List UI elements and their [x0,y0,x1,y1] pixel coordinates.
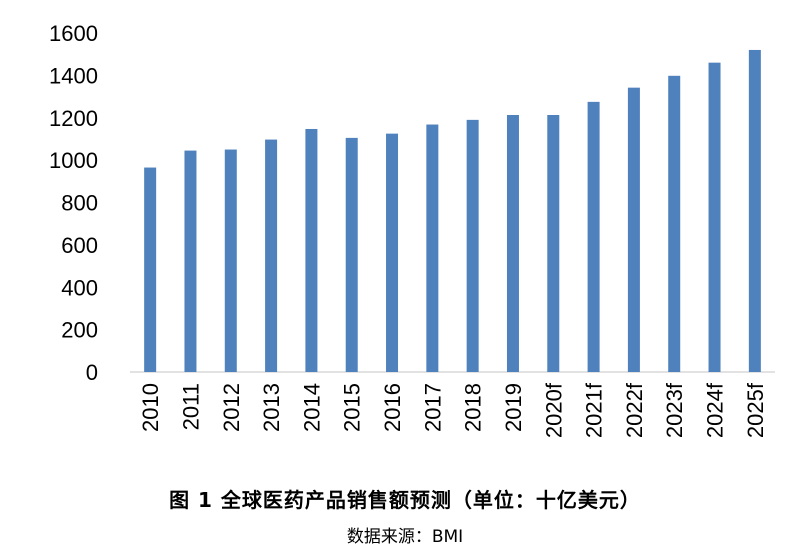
x-tick-label: 2019 [501,383,526,432]
y-tick-label: 600 [61,233,98,258]
bar-2025f [748,49,761,372]
y-tick-label: 800 [61,191,98,216]
bar-2017 [426,124,439,372]
x-tick-label: 2018 [461,383,486,432]
bar-2011 [184,150,197,372]
x-tick-label: 2020f [541,382,566,438]
bar-2024f [708,62,721,372]
source-note: 数据来源：BMI [346,527,464,547]
x-tick-label: 2011 [178,383,203,430]
y-tick-label: 400 [61,275,98,300]
x-tick-label: 2024f [703,382,728,438]
bar-2019 [506,114,519,372]
x-tick-label: 2025f [743,382,768,438]
x-tick-label: 2021f [582,382,607,438]
y-tick-label: 1600 [49,21,98,46]
x-tick-label: 2010 [138,383,163,432]
bar-2015 [345,137,358,372]
bar-2022f [627,87,640,372]
y-tick-label: 0 [86,360,98,385]
x-tick-label: 2023f [662,382,687,438]
y-tick-label: 1200 [49,106,98,131]
x-tick-label: 2014 [299,383,324,432]
y-axis-ticks: 0 200 400 600 800 1000 1200 1400 1600 [49,21,98,385]
bar-2021f [587,101,600,372]
x-tick-label: 2017 [420,383,445,432]
bar-2016 [386,133,399,372]
y-tick-label: 1000 [49,148,98,173]
y-tick-label: 1400 [49,63,98,88]
bars [144,49,761,373]
bar-2013 [265,139,278,372]
bar-2012 [224,149,237,372]
bar-2010 [144,167,157,372]
y-tick-label: 200 [61,318,98,343]
x-tick-label: 2012 [219,383,244,432]
x-tick-label: 2015 [340,383,365,432]
x-tick-label: 2013 [259,383,284,432]
x-axis-ticks: 2010 2011 2012 2013 2014 2015 2016 2017 2018 2019… [138,382,768,438]
figure-caption: 图 1 全球医药产品销售额预测（单位：十亿美元） [169,488,641,512]
x-tick-label: 2022f [622,382,647,438]
x-tick-label: 2016 [380,383,405,432]
bar-2023f [668,75,681,372]
bar-2020f [547,114,560,372]
bar-2018 [466,119,479,373]
bar-2014 [305,128,318,372]
